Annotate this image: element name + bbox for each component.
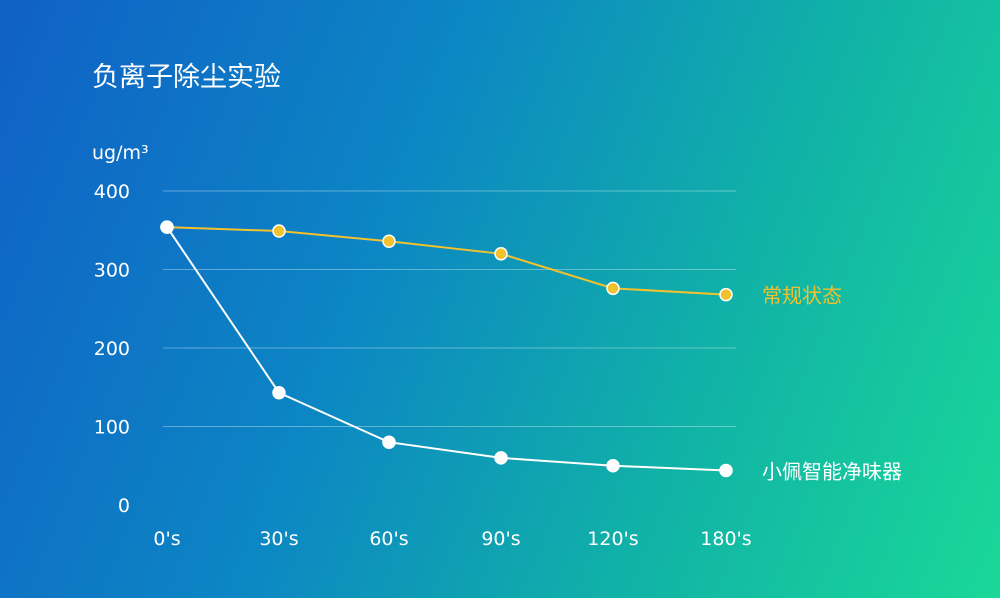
data-point [382,435,396,449]
data-point [494,451,508,465]
x-tick-label: 180's [700,528,751,550]
x-tick-label: 120's [587,528,638,550]
data-point [382,234,396,248]
y-axis-unit-label: ug/m³ [92,142,149,164]
gridlines [163,190,736,427]
series-0: 常规状态 [160,220,842,308]
data-point [272,385,286,400]
data-point [160,220,174,234]
chart-title: 负离子除尘实验 [92,62,281,93]
series-line [166,226,727,296]
y-tick-label: 0 [118,495,130,517]
data-point [272,224,286,238]
series-label: 小佩智能净味器 [762,459,902,483]
data-point [719,287,733,302]
data-point [719,463,733,478]
series-label: 常规状态 [762,284,842,308]
y-tick-label: 100 [94,417,130,439]
x-axis-ticks: 0's 30's 60's 90's 120's 180's [153,528,751,550]
series-line [166,226,727,472]
x-tick-label: 60's [369,528,408,550]
data-point [606,459,620,473]
x-tick-label: 30's [259,528,298,550]
data-point [606,281,620,296]
series-1: 小佩智能净味器 [160,220,902,483]
y-tick-label: 300 [94,260,130,282]
x-tick-label: 90's [481,528,520,550]
x-tick-label: 0's [153,528,180,550]
y-tick-label: 400 [94,181,130,203]
y-axis-ticks: 0 100 200 300 400 [94,181,130,517]
y-tick-label: 200 [94,338,130,360]
data-point [494,247,508,261]
